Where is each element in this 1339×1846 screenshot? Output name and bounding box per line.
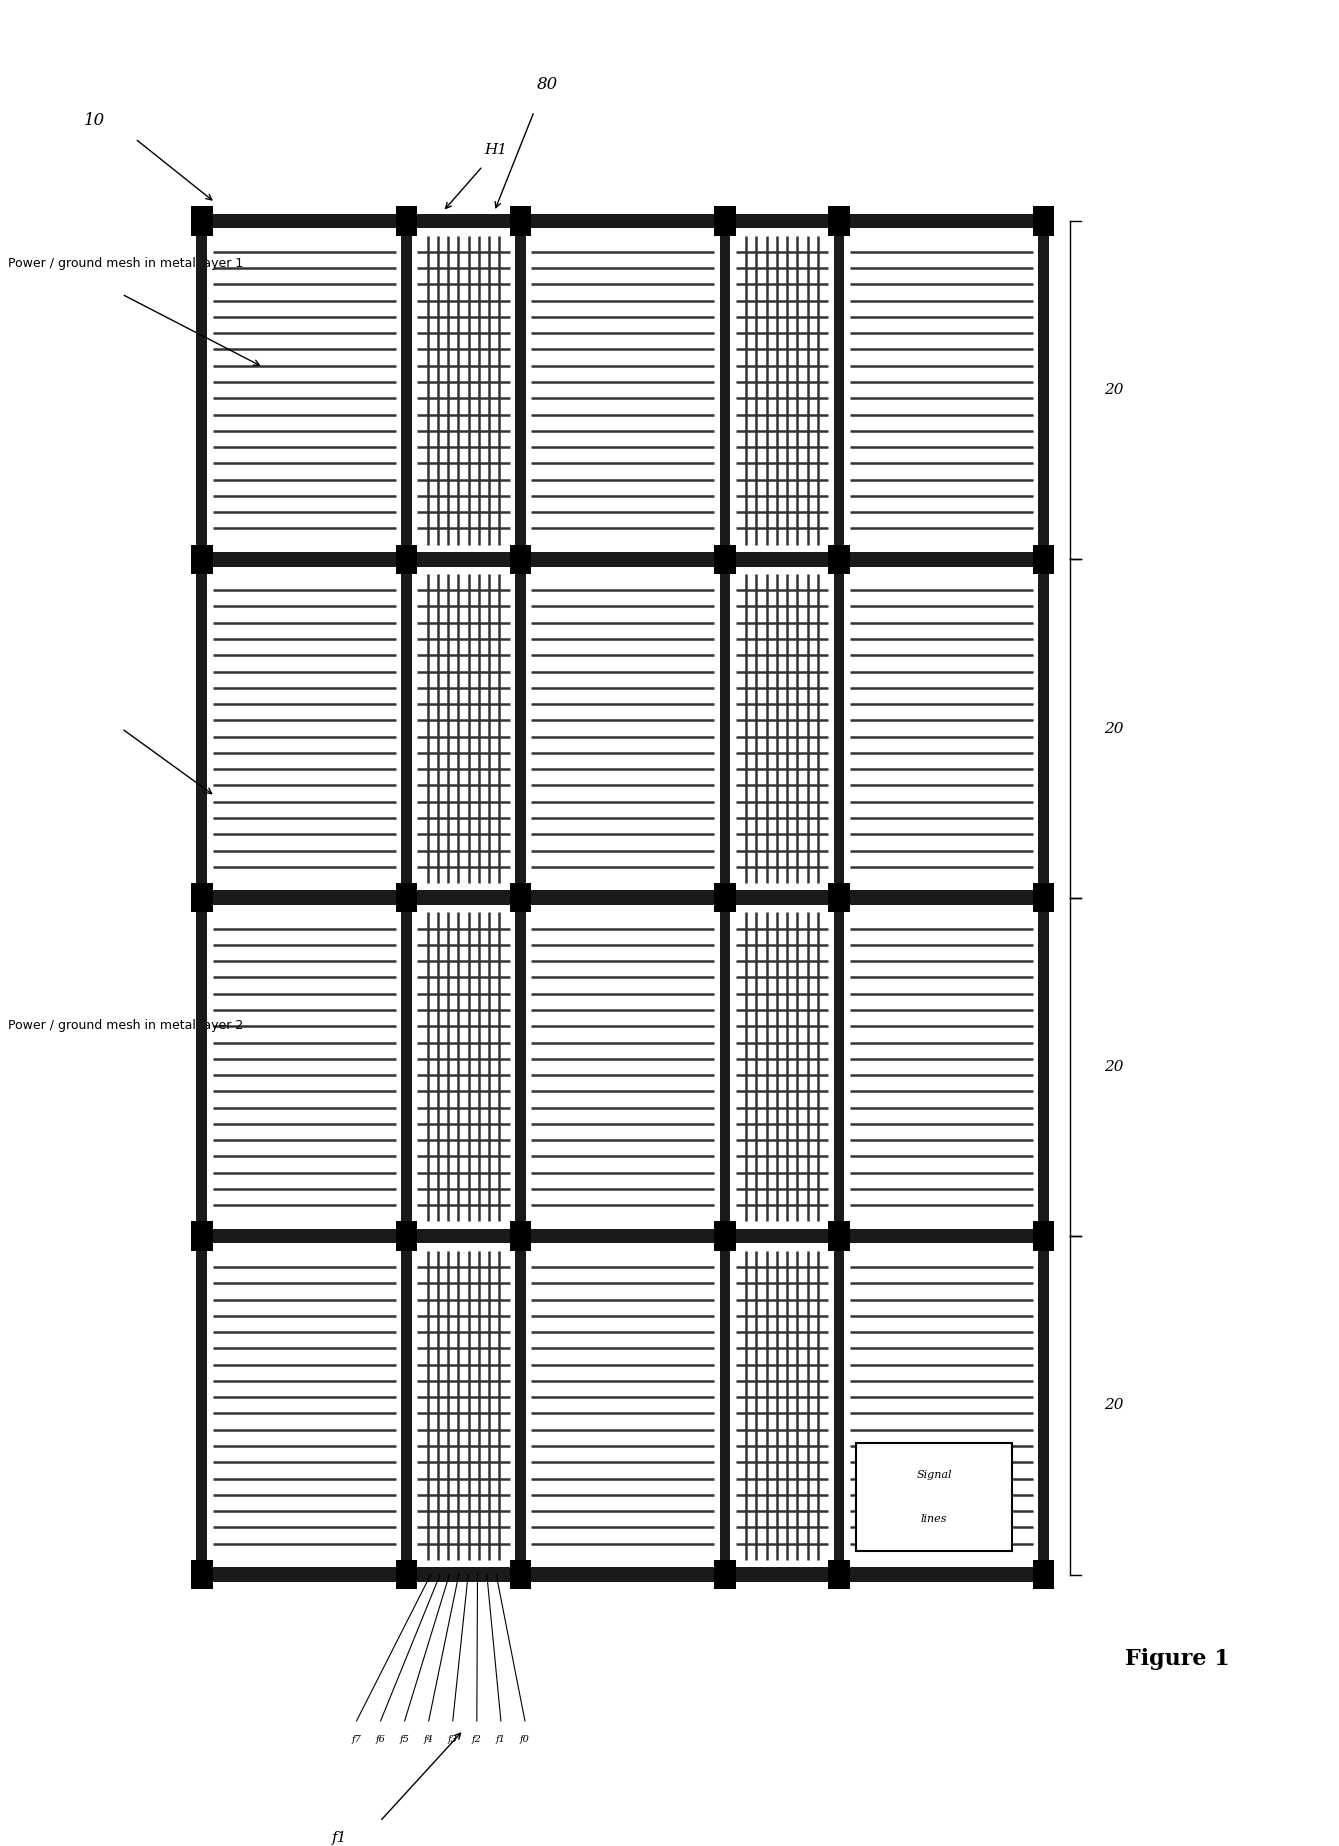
Bar bbox=[715, 207, 736, 236]
Text: Power / ground mesh in metal layer 1: Power / ground mesh in metal layer 1 bbox=[8, 257, 244, 271]
Bar bbox=[191, 207, 213, 236]
Bar bbox=[202, 1229, 1043, 1244]
Bar bbox=[191, 1222, 213, 1252]
Bar bbox=[418, 236, 510, 545]
Bar bbox=[849, 236, 1032, 545]
Bar bbox=[213, 1252, 396, 1560]
Text: f2: f2 bbox=[471, 1735, 482, 1744]
Bar bbox=[849, 912, 1032, 1222]
Bar bbox=[213, 236, 396, 545]
Text: f6: f6 bbox=[376, 1735, 386, 1744]
Text: 80: 80 bbox=[537, 76, 558, 92]
Bar bbox=[829, 1560, 849, 1589]
Text: f4: f4 bbox=[423, 1735, 434, 1744]
Bar bbox=[396, 207, 418, 236]
Bar bbox=[736, 574, 829, 882]
Text: 10: 10 bbox=[84, 113, 106, 129]
Bar bbox=[829, 882, 849, 912]
Bar bbox=[736, 236, 829, 545]
Bar bbox=[191, 882, 213, 912]
Bar bbox=[736, 912, 829, 1222]
Bar bbox=[829, 207, 849, 236]
Bar bbox=[1032, 545, 1054, 574]
Bar bbox=[715, 545, 736, 574]
Bar bbox=[532, 236, 715, 545]
Text: Signal: Signal bbox=[916, 1469, 952, 1480]
Text: lines: lines bbox=[921, 1514, 948, 1523]
Bar bbox=[736, 1252, 829, 1560]
Bar bbox=[202, 552, 1043, 567]
Bar bbox=[1032, 1222, 1054, 1252]
Bar bbox=[396, 545, 418, 574]
Text: Power / ground mesh in metal layer 2: Power / ground mesh in metal layer 2 bbox=[8, 1019, 244, 1032]
Text: H1: H1 bbox=[485, 142, 507, 157]
Text: 20: 20 bbox=[1103, 1060, 1123, 1074]
Text: f1: f1 bbox=[332, 1831, 347, 1844]
Bar bbox=[1032, 882, 1054, 912]
Bar bbox=[510, 207, 532, 236]
Bar bbox=[191, 545, 213, 574]
Bar bbox=[202, 214, 1043, 229]
Bar bbox=[418, 1252, 510, 1560]
Bar bbox=[510, 1560, 532, 1589]
Text: f5: f5 bbox=[400, 1735, 410, 1744]
Bar bbox=[396, 1222, 418, 1252]
Bar bbox=[396, 1560, 418, 1589]
Bar bbox=[532, 912, 715, 1222]
Bar bbox=[402, 222, 412, 1575]
Bar bbox=[834, 222, 844, 1575]
Bar bbox=[516, 222, 526, 1575]
Bar bbox=[1038, 222, 1048, 1575]
Bar bbox=[418, 574, 510, 882]
Bar bbox=[715, 1560, 736, 1589]
Bar bbox=[510, 882, 532, 912]
Text: f7: f7 bbox=[352, 1735, 362, 1744]
Bar bbox=[849, 1252, 1032, 1560]
Bar bbox=[829, 1222, 849, 1252]
Bar bbox=[1032, 1560, 1054, 1589]
Bar bbox=[532, 574, 715, 882]
Bar bbox=[197, 222, 208, 1575]
Bar bbox=[418, 912, 510, 1222]
Bar bbox=[849, 574, 1032, 882]
Text: f3: f3 bbox=[447, 1735, 458, 1744]
Text: Figure 1: Figure 1 bbox=[1125, 1648, 1229, 1669]
Text: 20: 20 bbox=[1103, 722, 1123, 735]
Bar bbox=[720, 222, 731, 1575]
Bar bbox=[202, 1567, 1043, 1582]
Bar bbox=[715, 882, 736, 912]
Bar bbox=[202, 890, 1043, 905]
Bar bbox=[510, 545, 532, 574]
Bar bbox=[510, 1222, 532, 1252]
Bar bbox=[396, 882, 418, 912]
Bar bbox=[213, 912, 396, 1222]
Bar bbox=[1032, 207, 1054, 236]
Bar bbox=[829, 545, 849, 574]
Bar bbox=[532, 1252, 715, 1560]
Bar bbox=[213, 574, 396, 882]
Text: 20: 20 bbox=[1103, 384, 1123, 397]
Text: 20: 20 bbox=[1103, 1397, 1123, 1412]
Text: f0: f0 bbox=[520, 1735, 530, 1744]
Bar bbox=[191, 1560, 213, 1589]
Text: f1: f1 bbox=[495, 1735, 506, 1744]
Bar bbox=[715, 1222, 736, 1252]
Bar bbox=[856, 1442, 1012, 1551]
